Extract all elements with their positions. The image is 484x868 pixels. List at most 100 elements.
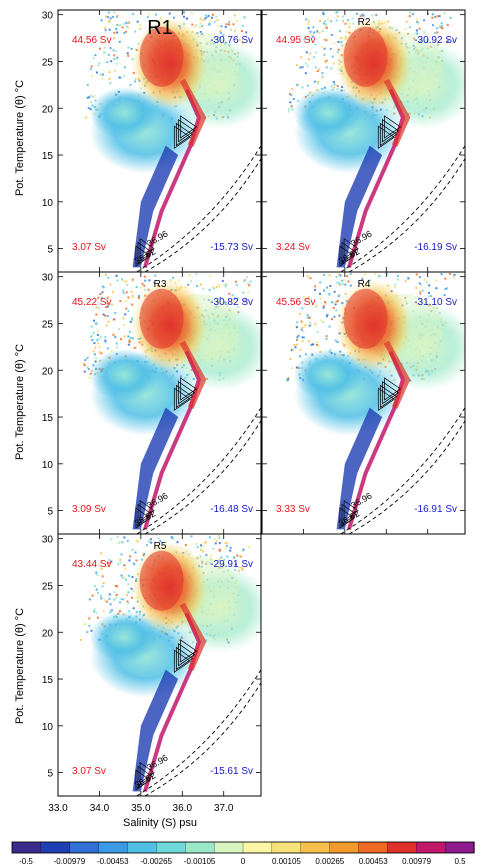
x-tick-label: 35.0	[131, 803, 151, 814]
triangle-marker	[178, 381, 196, 405]
colorbar: -0.5 -0.00979 -0.00453 -0.00265 -0.00105 0 0.0…	[11, 841, 475, 866]
panel-frame	[261, 271, 466, 535]
triangle-marker	[343, 237, 359, 260]
triangle-marker	[341, 503, 357, 526]
y-tick-label: 10	[42, 198, 54, 209]
triangle-marker	[180, 115, 198, 139]
triangle-marker	[139, 237, 155, 260]
triangle-marker	[137, 765, 153, 788]
panel-label: R3	[154, 279, 167, 290]
negative-transport-lower: -16.91 Sv	[414, 504, 457, 515]
negative-transport-lower: -16.48 Sv	[210, 504, 253, 515]
colorbar-swatch	[300, 841, 331, 854]
y-tick-label: 30	[42, 535, 54, 546]
positive-transport-lower: 3.24 Sv	[276, 242, 310, 253]
y-tick-label: 15	[42, 151, 54, 162]
colorbar-tick-label: -0.00453	[97, 857, 129, 866]
water-mass-band	[132, 145, 179, 268]
water-mass-band	[336, 145, 383, 268]
triangle-marker	[343, 499, 359, 522]
triangle-marker	[380, 384, 397, 409]
y-tick-label: 15	[42, 675, 54, 686]
colorbar-tick-label: -0.00105	[184, 857, 216, 866]
colorbar-tick-label: 0.00453	[359, 857, 388, 866]
x-tick-label: 34.0	[90, 803, 110, 814]
triangle-marker	[137, 503, 153, 526]
y-tick-label: 25	[42, 319, 54, 330]
triangle-marker	[384, 115, 402, 139]
positive-transport-lower: 3.33 Sv	[276, 504, 310, 515]
colorbar-swatch	[329, 841, 360, 854]
colorbar-tick-label: -0.00265	[140, 857, 172, 866]
y-tick-label: 5	[47, 245, 53, 256]
positive-transport-lower: 3.09 Sv	[72, 504, 106, 515]
panel-label: R2	[358, 17, 371, 28]
triangle-marker	[135, 507, 151, 529]
panel-frame	[57, 533, 262, 797]
positive-transport-upper: 45.22 Sv	[72, 297, 111, 308]
y-tick-label: 20	[42, 104, 54, 115]
negative-transport-upper: -30.82 Sv	[210, 297, 253, 308]
triangle-marker	[339, 507, 355, 529]
y-axis-label-row1: Pot. Temperature (θ) °C	[14, 80, 26, 196]
water-mass-band	[132, 669, 179, 792]
triangle-marker	[178, 643, 196, 667]
y-tick-label: 20	[42, 366, 54, 377]
x-axis-label: Salinity (S) psu	[123, 817, 197, 829]
positive-transport-upper: 45.56 Sv	[276, 297, 315, 308]
positive-transport-upper: 44.56 Sv	[72, 35, 111, 46]
colorbar-tick-label: -0.5	[19, 857, 33, 866]
colorbar-swatch	[156, 841, 186, 854]
colorbar-tick-label: 0	[241, 857, 246, 866]
triangle-marker	[180, 377, 198, 401]
colorbar-swatch	[242, 841, 273, 854]
colorbar-swatch	[213, 841, 244, 854]
positive-transport-lower: 3.07 Sv	[72, 766, 106, 777]
colorbar-tick-label: 0.00265	[315, 857, 344, 866]
y-axis-label-row2: Pot. Temperature (θ) °C	[14, 344, 26, 460]
colorbar-tick-label: 0.00979	[402, 857, 431, 866]
density-contour	[144, 420, 261, 534]
triangle-marker	[135, 245, 151, 267]
y-tick-label: 5	[47, 507, 53, 518]
negative-transport-lower: -15.61 Sv	[210, 766, 253, 777]
x-tick-label: 33.0	[48, 803, 68, 814]
panel-label: R5	[154, 541, 167, 552]
x-tick-label: 37.0	[214, 803, 234, 814]
colorbar-tick-label: -0.00979	[54, 857, 86, 866]
triangle-marker	[139, 761, 155, 784]
colorbar-swatch	[358, 841, 389, 854]
triangle-marker	[173, 649, 191, 673]
colorbar-swatch	[98, 841, 129, 854]
colorbar-swatch	[127, 841, 158, 854]
negative-transport-lower: -16.19 Sv	[414, 242, 457, 253]
colorbar-swatch	[40, 841, 71, 854]
colorbar-swatch	[416, 841, 446, 854]
triangle-marker	[341, 241, 357, 264]
triangle-marker	[139, 499, 155, 522]
triangle-marker	[135, 769, 151, 791]
density-contour	[340, 407, 465, 534]
triangle-marker	[380, 122, 397, 147]
y-tick-label: 30	[42, 11, 54, 22]
colorbar-swatch	[271, 841, 302, 854]
x-tick-label: 36.0	[173, 803, 193, 814]
colorbar-tick-label: 0.5	[454, 857, 466, 866]
y-tick-label: 25	[42, 57, 54, 68]
triangle-marker	[137, 241, 153, 264]
triangle-marker	[173, 387, 191, 411]
colorbar-swatch	[387, 841, 417, 854]
density-contour	[144, 158, 261, 272]
y-tick-label: 30	[42, 273, 54, 284]
density-contour	[136, 407, 261, 534]
y-tick-label: 10	[42, 460, 54, 471]
triangle-marker	[377, 125, 395, 149]
